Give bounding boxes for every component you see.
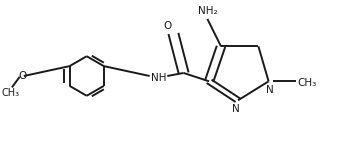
Text: CH₃: CH₃ <box>2 88 20 98</box>
Text: O: O <box>163 21 171 31</box>
Text: NH: NH <box>151 73 167 83</box>
Text: N: N <box>233 104 240 114</box>
Text: O: O <box>19 71 27 81</box>
Text: NH₂: NH₂ <box>198 6 218 16</box>
Text: CH₃: CH₃ <box>298 78 317 88</box>
Text: N: N <box>267 85 274 95</box>
